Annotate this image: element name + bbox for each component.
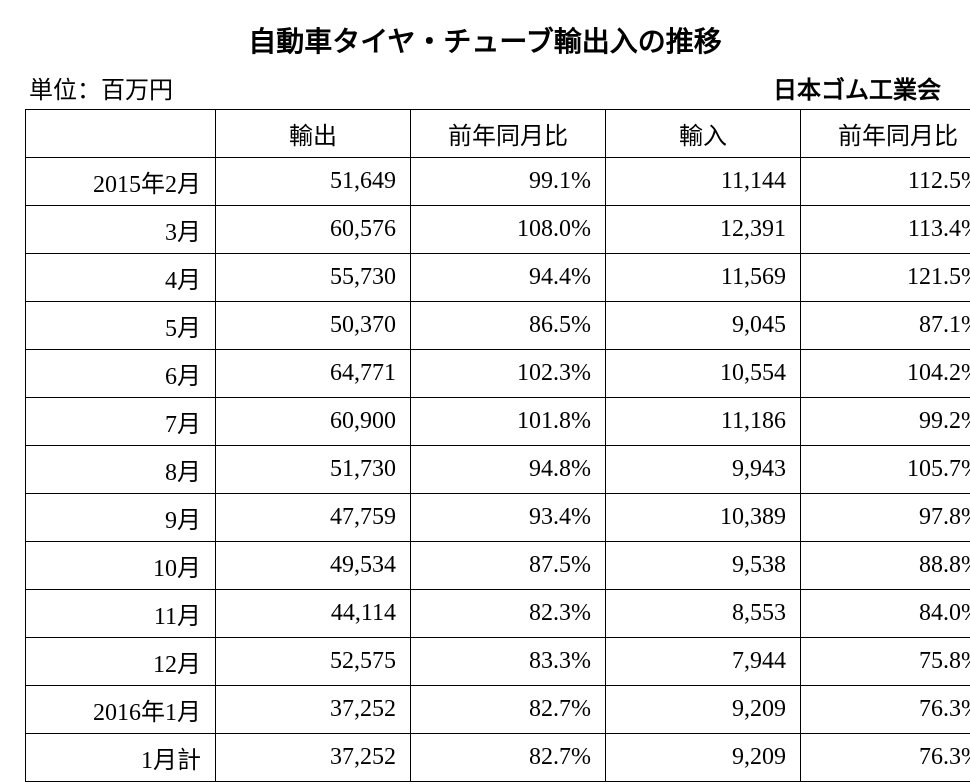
table-row: 4月55,73094.4%11,569121.5% — [26, 254, 970, 302]
col-import-yoy: 前年同月比 — [801, 110, 970, 158]
cell-import-yoy: 88.8% — [801, 542, 970, 590]
table-row: 6月64,771102.3%10,554104.2% — [26, 350, 970, 398]
cell-period: 12月 — [26, 638, 216, 686]
cell-import: 11,569 — [606, 254, 801, 302]
cell-export-yoy: 101.8% — [411, 398, 606, 446]
table-row: 3月60,576108.0%12,391113.4% — [26, 206, 970, 254]
cell-period: 7月 — [26, 398, 216, 446]
table-row: 5月50,37086.5%9,04587.1% — [26, 302, 970, 350]
cell-export: 44,114 — [216, 590, 411, 638]
table-row: 1月計37,25282.7%9,20976.3% — [26, 734, 970, 782]
cell-period: 11月 — [26, 590, 216, 638]
table-body: 2015年2月51,64999.1%11,144112.5%3月60,57610… — [26, 158, 970, 782]
cell-period: 8月 — [26, 446, 216, 494]
cell-import-yoy: 121.5% — [801, 254, 970, 302]
cell-import-yoy: 99.2% — [801, 398, 970, 446]
cell-export: 64,771 — [216, 350, 411, 398]
cell-import: 9,209 — [606, 734, 801, 782]
col-export-yoy: 前年同月比 — [411, 110, 606, 158]
cell-export-yoy: 86.5% — [411, 302, 606, 350]
cell-period: 1月計 — [26, 734, 216, 782]
cell-export: 55,730 — [216, 254, 411, 302]
cell-period: 4月 — [26, 254, 216, 302]
col-export: 輸出 — [216, 110, 411, 158]
cell-period: 3月 — [26, 206, 216, 254]
cell-export: 50,370 — [216, 302, 411, 350]
table-row: 10月49,53487.5%9,53888.8% — [26, 542, 970, 590]
cell-period: 6月 — [26, 350, 216, 398]
data-table: 輸出 前年同月比 輸入 前年同月比 2015年2月51,64999.1%11,1… — [25, 109, 970, 782]
table-row: 8月51,73094.8%9,943105.7% — [26, 446, 970, 494]
cell-export: 37,252 — [216, 734, 411, 782]
cell-import: 8,553 — [606, 590, 801, 638]
cell-import: 11,186 — [606, 398, 801, 446]
cell-import-yoy: 84.0% — [801, 590, 970, 638]
cell-import: 7,944 — [606, 638, 801, 686]
cell-period: 5月 — [26, 302, 216, 350]
cell-import: 12,391 — [606, 206, 801, 254]
cell-import: 9,943 — [606, 446, 801, 494]
cell-import-yoy: 87.1% — [801, 302, 970, 350]
cell-import-yoy: 113.4% — [801, 206, 970, 254]
cell-export: 51,730 — [216, 446, 411, 494]
cell-import-yoy: 76.3% — [801, 734, 970, 782]
cell-export-yoy: 82.7% — [411, 686, 606, 734]
cell-import: 10,389 — [606, 494, 801, 542]
cell-import-yoy: 112.5% — [801, 158, 970, 206]
cell-export-yoy: 99.1% — [411, 158, 606, 206]
col-import: 輸入 — [606, 110, 801, 158]
table-row: 2015年2月51,64999.1%11,144112.5% — [26, 158, 970, 206]
cell-export-yoy: 87.5% — [411, 542, 606, 590]
cell-import-yoy: 76.3% — [801, 686, 970, 734]
cell-export-yoy: 83.3% — [411, 638, 606, 686]
page-title: 自動車タイヤ・チューブ輸出入の推移 — [25, 20, 945, 60]
cell-export-yoy: 108.0% — [411, 206, 606, 254]
table-row: 12月52,57583.3%7,94475.8% — [26, 638, 970, 686]
cell-import-yoy: 97.8% — [801, 494, 970, 542]
cell-export-yoy: 82.3% — [411, 590, 606, 638]
cell-import-yoy: 75.8% — [801, 638, 970, 686]
table-row: 9月47,75993.4%10,38997.8% — [26, 494, 970, 542]
table-row: 11月44,11482.3%8,55384.0% — [26, 590, 970, 638]
cell-export-yoy: 93.4% — [411, 494, 606, 542]
unit-label: 単位：百万円 — [25, 70, 173, 105]
cell-period: 2015年2月 — [26, 158, 216, 206]
cell-import: 11,144 — [606, 158, 801, 206]
cell-export: 52,575 — [216, 638, 411, 686]
col-period — [26, 110, 216, 158]
cell-import: 9,045 — [606, 302, 801, 350]
cell-export: 37,252 — [216, 686, 411, 734]
table-header-row: 輸出 前年同月比 輸入 前年同月比 — [26, 110, 970, 158]
cell-import-yoy: 104.2% — [801, 350, 970, 398]
cell-export: 60,900 — [216, 398, 411, 446]
cell-import: 9,538 — [606, 542, 801, 590]
cell-export-yoy: 102.3% — [411, 350, 606, 398]
cell-import: 9,209 — [606, 686, 801, 734]
cell-export-yoy: 94.4% — [411, 254, 606, 302]
cell-period: 2016年1月 — [26, 686, 216, 734]
table-row: 2016年1月37,25282.7%9,20976.3% — [26, 686, 970, 734]
cell-import: 10,554 — [606, 350, 801, 398]
cell-period: 10月 — [26, 542, 216, 590]
cell-export: 47,759 — [216, 494, 411, 542]
cell-export: 51,649 — [216, 158, 411, 206]
cell-export-yoy: 82.7% — [411, 734, 606, 782]
cell-period: 9月 — [26, 494, 216, 542]
cell-export: 49,534 — [216, 542, 411, 590]
cell-import-yoy: 105.7% — [801, 446, 970, 494]
cell-export-yoy: 94.8% — [411, 446, 606, 494]
cell-export: 60,576 — [216, 206, 411, 254]
source-label: 日本ゴム工業会 — [773, 70, 945, 105]
table-row: 7月60,900101.8%11,18699.2% — [26, 398, 970, 446]
subheader: 単位：百万円 日本ゴム工業会 — [25, 70, 945, 105]
